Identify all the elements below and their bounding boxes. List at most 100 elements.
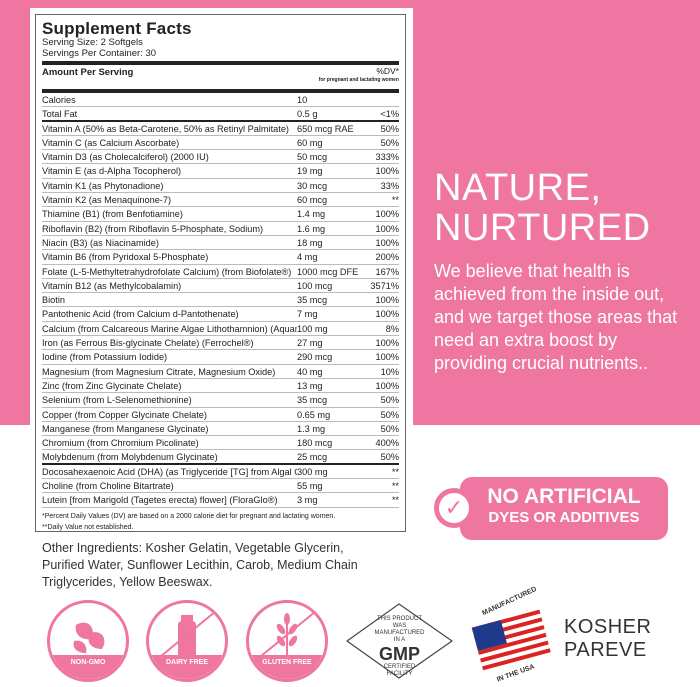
kosher-pareve: KOSHER PAREVE xyxy=(564,616,651,662)
nutrient-dv: ** xyxy=(391,466,399,477)
footnote-dv: *Percent Daily Values (DV) are based on … xyxy=(42,512,336,520)
nutrient-name: Calories xyxy=(42,95,76,105)
nutrient-dv: 8% xyxy=(385,323,399,334)
serving-size: Serving Size: 2 Softgels xyxy=(42,37,143,48)
nutrient-amount: 7 mg xyxy=(297,309,318,320)
nutrient-amount: 25 mcg xyxy=(297,452,328,463)
mission-paragraph: We believe that health is achieved from … xyxy=(434,261,678,373)
nutrient-amount: 35 mcg xyxy=(297,295,328,306)
nutrient-name: Iron (as Ferrous Bis-glycinate Chelate) … xyxy=(42,338,254,349)
nutrient-name: Docosahexaenoic Acid (DHA) (as Triglycer… xyxy=(42,466,297,477)
facts-header: Amount Per Serving %DV* for pregnant and … xyxy=(42,65,399,89)
nutrient-dv: <1% xyxy=(380,109,399,120)
amount-header: Amount Per Serving xyxy=(42,67,134,78)
facts-row: Iodine (from Potassium Iodide) 290 mcg 100… xyxy=(42,350,399,365)
nutrient-name: Lutein [from Marigold (Tagetes erecta) f… xyxy=(42,495,278,506)
nutrient-dv: 50% xyxy=(380,452,399,463)
nutrient-name: Manganese (from Manganese Glycinate) xyxy=(42,423,209,434)
nutrient-name: Folate (L-5-Methyltetrahydrofolate Calci… xyxy=(42,266,292,277)
nutrient-name: Vitamin E (as d-Alpha Tocopherol) xyxy=(42,166,182,177)
nutrient-dv: 50% xyxy=(380,395,399,406)
facts-row: Thiamine (B1) (from Benfotiamine) 1.4 mg 1… xyxy=(42,207,400,222)
nutrient-name: Pantothenic Acid (from Calcium d-Pantoth… xyxy=(42,309,239,320)
footnotes: *Percent Daily Values (DV) are based on … xyxy=(42,508,399,533)
nutrient-name: Vitamin A (50% as Beta-Carotene, 50% as … xyxy=(42,123,289,134)
seal-label: NON-GMO xyxy=(50,655,126,679)
nutrient-dv: 333% xyxy=(375,152,400,163)
servings-per-container: Servings Per Container: 30 xyxy=(42,47,157,59)
headline-line1: NATURE, xyxy=(434,167,602,209)
made-in-usa-badge: MANUFACTURED IN THE USA xyxy=(466,586,556,684)
gluten-free-seal: GLUTEN FREE xyxy=(246,600,328,682)
nutrient-amount: 1.6 mg xyxy=(297,223,326,234)
nutrient-amount: 180 mcg xyxy=(297,438,333,449)
facts-row: Biotin 35 mcg 100% xyxy=(42,293,399,308)
leaves-icon xyxy=(73,622,105,653)
nutrient-name: Niacin (B3) (as Niacinamide) xyxy=(42,237,159,248)
nutrient-amount: 50 mcg xyxy=(297,152,328,163)
facts-row: Copper (from Copper Glycinate Chelate) 0.… xyxy=(42,408,399,422)
facts-row: Magnesium (from Magnesium Citrate, Magne… xyxy=(42,365,399,379)
nutrient-name: Vitamin D3 (as Cholecalciferol) (2000 IU… xyxy=(42,152,209,163)
dv-header: %DV* for pregnant and lactating women xyxy=(319,67,399,85)
facts-row: Calories 10 xyxy=(42,93,399,108)
nutrient-amount: 3 mg xyxy=(297,495,318,506)
facts-row: Chromium (from Chromium Picolinate) 180 m… xyxy=(42,436,399,451)
nutrient-amount: 60 mg xyxy=(297,137,323,148)
facts-row: Vitamin K2 (as Menaquinone-7) 60 mcg ** xyxy=(42,193,399,208)
nutrient-dv: 50% xyxy=(380,423,399,434)
nutrient-dv: 100% xyxy=(375,166,400,177)
facts-row: Iron (as Ferrous Bis-glycinate Chelate) … xyxy=(42,336,400,351)
wheat-icon xyxy=(254,606,322,662)
nutrient-amount: 30 mcg xyxy=(297,180,328,191)
nutrient-amount: 0.5 g xyxy=(297,109,318,120)
other-ingredients: Other Ingredients: Kosher Gelatin, Veget… xyxy=(42,541,358,589)
facts-rows: Calories 10 Total Fat 0.5 g <1% Vitamin A (50… xyxy=(42,93,399,508)
dv-header-label: %DV* xyxy=(376,66,399,76)
nutrient-amount: 100 mcg xyxy=(297,280,333,291)
nutrient-amount: 35 mcg xyxy=(297,395,328,406)
gmp-big: GMP xyxy=(378,644,420,664)
nutrient-amount: 4 mg xyxy=(297,252,318,263)
nutrient-dv: 100% xyxy=(375,237,400,248)
nutrient-name: Chromium (from Chromium Picolinate) xyxy=(42,438,199,449)
facts-row: Folate (L-5-Methyltetrahydrofolate Calci… xyxy=(42,265,399,279)
facts-row: Niacin (B3) (as Niacinamide) 18 mg 100% xyxy=(42,236,400,251)
facts-row: Zinc (from Zinc Glycinate Chelate) 13 mg 1… xyxy=(42,379,400,394)
facts-row: Manganese (from Manganese Glycinate) 1.3 … xyxy=(42,422,399,437)
nutrient-dv: 3571% xyxy=(370,280,399,291)
divider xyxy=(42,89,399,93)
nutrient-dv: ** xyxy=(391,495,399,506)
nutrient-dv: 100% xyxy=(375,380,400,391)
nutrient-name: Vitamin K1 (as Phytonadione) xyxy=(42,180,164,191)
seal-label: GLUTEN FREE xyxy=(249,655,325,679)
nutrient-name: Vitamin C (as Calcium Ascorbate) xyxy=(42,137,180,148)
nutrient-dv: 100% xyxy=(375,223,400,234)
nutrient-name: Copper (from Copper Glycinate Chelate) xyxy=(42,409,207,420)
nutrient-dv: 100% xyxy=(375,338,400,349)
facts-row: Vitamin A (50% as Beta-Carotene, 50% as … xyxy=(42,122,399,136)
nutrient-amount: 60 mcg xyxy=(297,195,328,206)
nutrient-name: Iodine (from Potassium Iodide) xyxy=(42,352,168,363)
nutrient-amount: 1.4 mg xyxy=(297,209,326,220)
facts-row: Vitamin C (as Calcium Ascorbate) 60 mg 50% xyxy=(42,136,399,151)
facts-row: Total Fat 0.5 g <1% xyxy=(42,107,399,122)
facts-row: Docosahexaenoic Acid (DHA) (as Triglycer… xyxy=(42,465,399,480)
check-icon: ✓ xyxy=(434,488,474,528)
nutrient-name: Biotin xyxy=(42,295,65,306)
facts-row: Vitamin B12 (as Methylcobalamin) 100 mcg 3… xyxy=(42,279,399,294)
nutrient-dv: 100% xyxy=(375,209,400,220)
nutrient-name: Vitamin K2 (as Menaquinone-7) xyxy=(42,195,172,206)
nutrient-amount: 27 mg xyxy=(297,338,323,349)
nutrient-dv: ** xyxy=(391,195,399,206)
facts-row: Calcium (from Calcareous Marine Algae Li… xyxy=(42,322,399,337)
nutrient-amount: 1.3 mg xyxy=(297,423,326,434)
facts-row: Pantothenic Acid (from Calcium d-Pantoth… xyxy=(42,307,399,322)
nutrient-dv: 50% xyxy=(380,123,399,134)
nutrient-amount: 650 mcg RAE xyxy=(297,123,354,134)
gmp-top: THIS PRODUCT WAS MANUFACTURED IN A xyxy=(374,616,425,643)
nutrient-dv: 200% xyxy=(375,252,400,263)
facts-row: Riboflavin (B2) (from Riboflavin 5-Phosp… xyxy=(42,222,399,236)
milk-bottle-icon xyxy=(154,606,222,662)
nutrient-name: Thiamine (B1) (from Benfotiamine) xyxy=(42,209,183,220)
